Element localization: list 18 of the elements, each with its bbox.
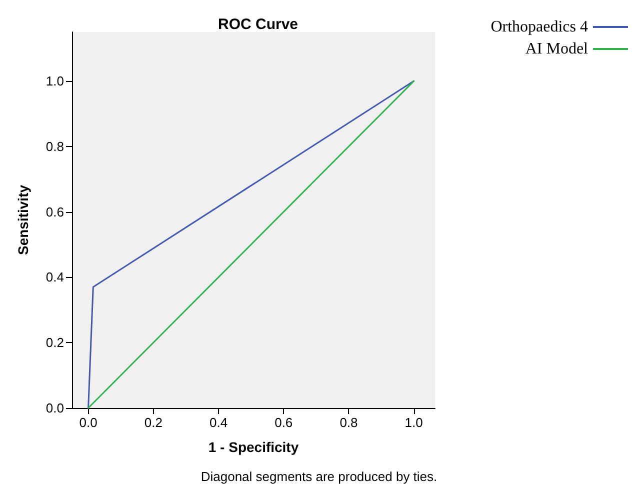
text: Diagonal segments are produced by ties.	[200, 469, 438, 484]
chart-title: ROC Curve	[218, 16, 298, 33]
x-tick-label: 1.0	[404, 415, 423, 430]
legend-label: Orthopaedics 4	[490, 18, 588, 36]
x-axis-title: 1 - Specificity	[208, 439, 299, 455]
y-tick-label: 0.8	[46, 138, 64, 154]
x-tick-label: 0.0	[79, 415, 98, 430]
x-tick-label: 0.2	[144, 415, 162, 430]
legend-label: AI Model	[525, 40, 589, 58]
y-axis-title: Sensitivity	[15, 184, 31, 256]
y-tick-label: 0.2	[46, 335, 64, 350]
y-tick-label: 0.0	[46, 400, 64, 416]
y-tick-label: 1.0	[46, 74, 64, 89]
x-tick-label: 0.6	[274, 415, 293, 430]
x-tick-label: 0.8	[340, 415, 358, 430]
y-tick-label: 0.6	[46, 204, 64, 220]
y-tick-label: 0.4	[46, 270, 64, 285]
x-tick-label: 0.4	[209, 415, 228, 430]
